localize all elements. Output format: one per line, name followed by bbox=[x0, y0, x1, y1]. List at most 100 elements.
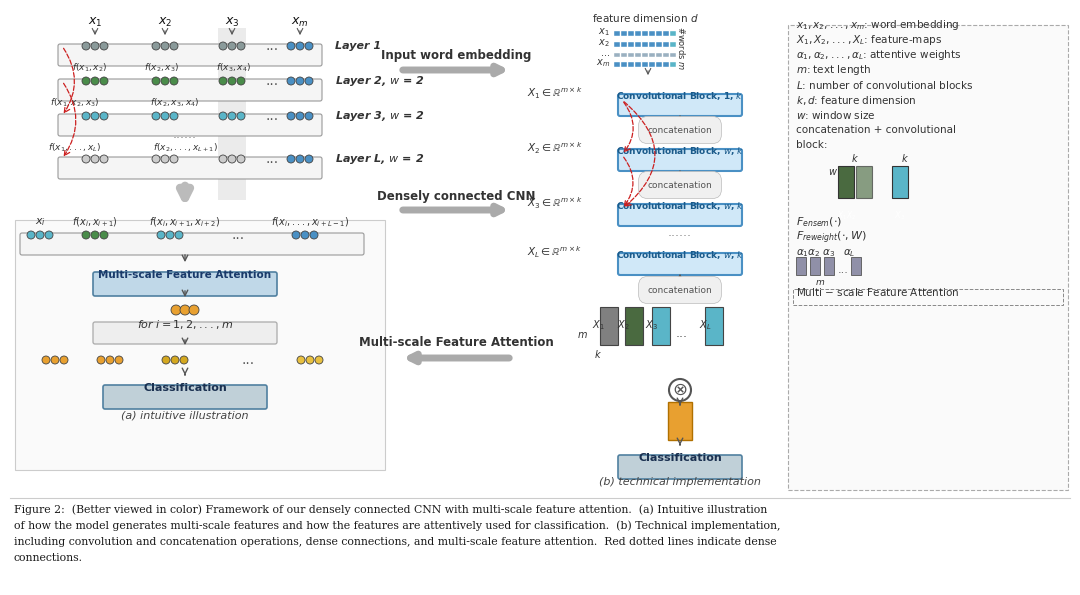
FancyBboxPatch shape bbox=[103, 385, 267, 409]
Circle shape bbox=[106, 356, 114, 364]
Text: Layer 1: Layer 1 bbox=[335, 41, 381, 51]
Circle shape bbox=[287, 42, 295, 50]
Text: (b) technical implementation: (b) technical implementation bbox=[599, 477, 761, 487]
Text: $f(x_i,x_{i+1})$: $f(x_i,x_{i+1})$ bbox=[72, 215, 118, 229]
Text: $X_L \in \mathbb{R}^{m\times k}$: $X_L \in \mathbb{R}^{m\times k}$ bbox=[527, 244, 582, 260]
Bar bbox=[621, 42, 627, 47]
Bar bbox=[635, 31, 642, 36]
Bar bbox=[627, 53, 634, 57]
Circle shape bbox=[100, 231, 108, 239]
Circle shape bbox=[171, 356, 179, 364]
Text: $m$: text length: $m$: text length bbox=[796, 63, 872, 77]
Circle shape bbox=[219, 112, 227, 120]
Circle shape bbox=[161, 42, 168, 50]
Text: $X_3$: $X_3$ bbox=[894, 210, 906, 223]
FancyBboxPatch shape bbox=[58, 44, 322, 66]
Circle shape bbox=[219, 42, 227, 50]
Circle shape bbox=[237, 155, 245, 163]
Circle shape bbox=[166, 231, 174, 239]
Text: $f(x_2,x_3)$: $f(x_2,x_3)$ bbox=[145, 62, 179, 74]
Bar bbox=[656, 31, 662, 36]
Circle shape bbox=[237, 42, 245, 50]
Text: $x_m$: $x_m$ bbox=[292, 15, 309, 29]
FancyBboxPatch shape bbox=[618, 253, 742, 275]
Text: $x_1, x_2, ..., x_m$: word embedding: $x_1, x_2, ..., x_m$: word embedding bbox=[796, 18, 959, 32]
Circle shape bbox=[189, 305, 199, 315]
Circle shape bbox=[669, 379, 691, 401]
Text: including convolution and concatenation operations, dense connections, and multi: including convolution and concatenation … bbox=[14, 537, 777, 547]
Text: concatenation: concatenation bbox=[648, 126, 713, 134]
FancyBboxPatch shape bbox=[58, 157, 322, 179]
Text: $f(x_2,...,x_{L+1})$: $f(x_2,...,x_{L+1})$ bbox=[152, 142, 217, 154]
Text: $\otimes$: $\otimes$ bbox=[672, 381, 688, 399]
Bar bbox=[669, 402, 692, 440]
FancyBboxPatch shape bbox=[58, 79, 322, 101]
Bar bbox=[615, 42, 620, 47]
Bar bbox=[649, 42, 654, 47]
Bar bbox=[635, 42, 642, 47]
Text: (a) intuitive illustration: (a) intuitive illustration bbox=[121, 410, 248, 420]
Circle shape bbox=[305, 77, 313, 85]
Text: Multi $-$ scale Feature Attention: Multi $-$ scale Feature Attention bbox=[796, 286, 959, 298]
Circle shape bbox=[180, 305, 190, 315]
Circle shape bbox=[100, 42, 108, 50]
Text: ...: ... bbox=[266, 39, 279, 53]
Bar bbox=[793, 289, 1063, 305]
Bar bbox=[670, 42, 676, 47]
Circle shape bbox=[306, 356, 314, 364]
Text: $m$: $m$ bbox=[815, 277, 825, 287]
Circle shape bbox=[36, 231, 44, 239]
Bar bbox=[838, 166, 854, 198]
Circle shape bbox=[91, 155, 99, 163]
Circle shape bbox=[296, 77, 303, 85]
Text: $x_i$: $x_i$ bbox=[35, 216, 45, 228]
Text: #words $m$: #words $m$ bbox=[676, 26, 688, 70]
Bar bbox=[625, 307, 643, 345]
Circle shape bbox=[305, 155, 313, 163]
Text: $L$: number of convolutional blocks: $L$: number of convolutional blocks bbox=[796, 79, 973, 91]
Text: $\alpha_L$: $\alpha_L$ bbox=[843, 247, 855, 259]
Text: $X_1 \in \mathbb{R}^{m\times k}$: $X_1 \in \mathbb{R}^{m\times k}$ bbox=[527, 85, 583, 101]
Circle shape bbox=[152, 42, 160, 50]
Text: $X_2 \in \mathbb{R}^{m\times k}$: $X_2 \in \mathbb{R}^{m\times k}$ bbox=[527, 140, 583, 156]
Bar bbox=[788, 25, 1068, 490]
Text: ...: ... bbox=[676, 327, 688, 340]
Bar bbox=[705, 307, 723, 345]
Bar bbox=[600, 307, 618, 345]
Text: ...: ... bbox=[266, 152, 279, 166]
Circle shape bbox=[100, 155, 108, 163]
Bar bbox=[627, 42, 634, 47]
Circle shape bbox=[228, 77, 237, 85]
Text: $f(x_1,x_2)$: $f(x_1,x_2)$ bbox=[72, 62, 108, 74]
Circle shape bbox=[162, 356, 170, 364]
Bar bbox=[615, 62, 620, 67]
Text: Densely connected CNN: Densely connected CNN bbox=[377, 189, 536, 202]
FancyBboxPatch shape bbox=[21, 233, 364, 255]
Circle shape bbox=[170, 42, 178, 50]
Text: connections.: connections. bbox=[14, 553, 83, 563]
Text: ...: ... bbox=[600, 48, 610, 58]
Circle shape bbox=[228, 155, 237, 163]
Text: Multi-scale Feature Attention: Multi-scale Feature Attention bbox=[98, 270, 271, 280]
Circle shape bbox=[171, 305, 181, 315]
Bar bbox=[856, 166, 872, 198]
Circle shape bbox=[310, 231, 318, 239]
Text: $w$: $w$ bbox=[828, 167, 838, 177]
Circle shape bbox=[297, 356, 305, 364]
Bar bbox=[621, 31, 627, 36]
Circle shape bbox=[82, 77, 90, 85]
Bar bbox=[663, 31, 669, 36]
Bar bbox=[635, 62, 642, 67]
Text: Convolutional Block, $w$, $k$: Convolutional Block, $w$, $k$ bbox=[616, 249, 744, 261]
Bar bbox=[218, 28, 246, 200]
Text: $k$: $k$ bbox=[901, 152, 909, 164]
Circle shape bbox=[82, 155, 90, 163]
Text: $x_1$: $x_1$ bbox=[598, 26, 610, 38]
Text: Convolutional Block, 1, $k$: Convolutional Block, 1, $k$ bbox=[617, 90, 744, 102]
FancyBboxPatch shape bbox=[58, 114, 322, 136]
Circle shape bbox=[82, 42, 90, 50]
Circle shape bbox=[237, 77, 245, 85]
Text: Classification: Classification bbox=[638, 453, 721, 463]
Text: concatenation: concatenation bbox=[648, 180, 713, 189]
Bar bbox=[627, 31, 634, 36]
